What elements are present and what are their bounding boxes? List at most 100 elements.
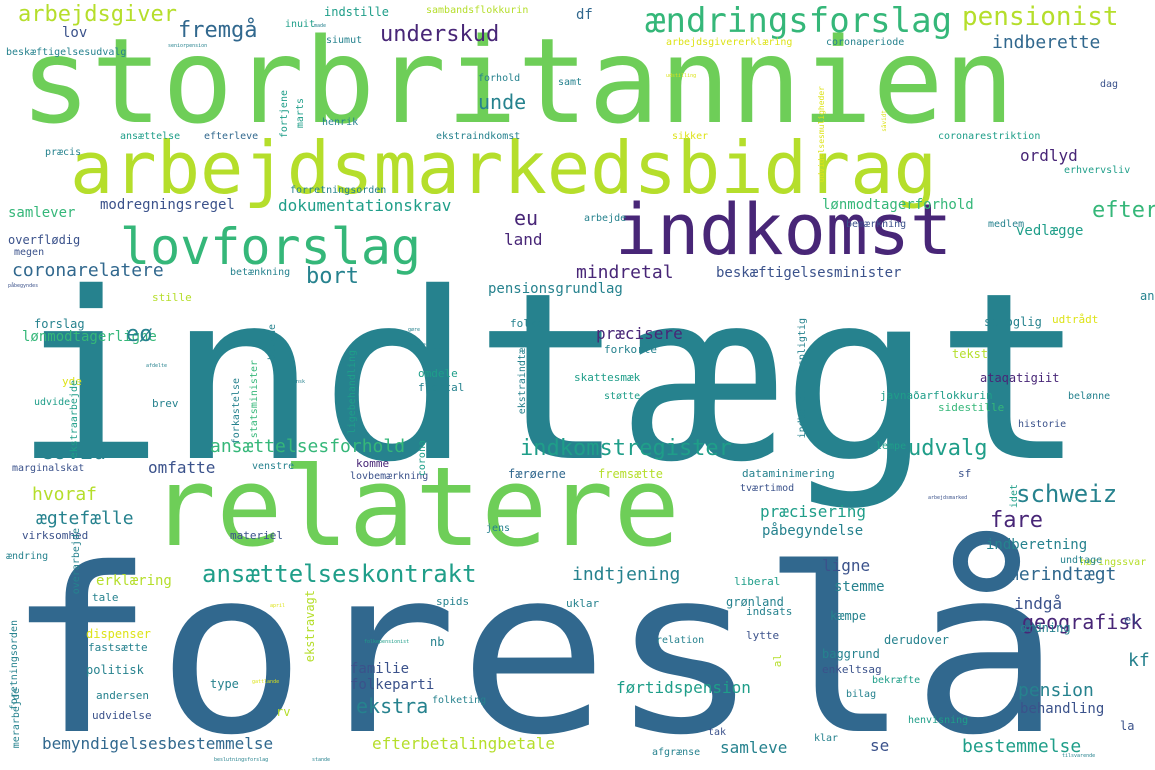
word: corona [417, 440, 428, 477]
word: fortjene [279, 90, 290, 139]
word: geografisk [1022, 610, 1143, 634]
word: ordning [1020, 621, 1071, 635]
word: høringssvar [1080, 557, 1147, 568]
word: bestemmelse [962, 736, 1082, 757]
word: indsats [746, 605, 793, 618]
word: april [270, 603, 286, 609]
word: tak [708, 727, 727, 738]
word: land [504, 230, 543, 249]
word: samleve [720, 738, 788, 757]
word: javnaðarflokkurin [880, 389, 993, 402]
word: bemærkning [846, 219, 907, 230]
word: undtage [1060, 555, 1103, 566]
word: ekstra [356, 694, 429, 718]
word: merarbejde [11, 688, 22, 749]
word: eu [514, 206, 539, 230]
word: la [1120, 719, 1135, 733]
word: materiel [230, 529, 283, 542]
word: ataqatigiit [980, 371, 1060, 385]
word: pensionist [962, 2, 1119, 32]
word: indkomst [615, 189, 953, 271]
word: betyde [267, 324, 278, 361]
word: medlem [988, 219, 1025, 230]
word: indtægt [12, 243, 1088, 513]
word: fremgå [178, 18, 258, 43]
word: yde [62, 375, 82, 388]
word: tværtimod [740, 483, 795, 494]
word: siumut [326, 35, 363, 46]
word: kæmpe [830, 609, 867, 623]
word: sambandsflokkurin [426, 5, 529, 16]
word: udstilling [666, 73, 697, 79]
word: præcis [45, 147, 82, 158]
word: lønmodtagerforhold [822, 197, 974, 213]
word: klar [814, 733, 839, 744]
word: lovbemærkning [350, 471, 429, 482]
word: forhold [478, 73, 521, 84]
word: lytte [746, 629, 780, 642]
word: virksomhed [22, 529, 89, 542]
word: indgå [1014, 594, 1063, 613]
word: rv [276, 705, 291, 719]
word: udvidelse [92, 709, 152, 722]
word: behandling [1020, 701, 1105, 717]
word: fremsætte [598, 467, 664, 481]
word: tilsvarende [1062, 753, 1096, 759]
word: flertal [418, 381, 465, 394]
word: sf [958, 467, 972, 480]
word: fastsætte [88, 641, 148, 654]
word: historie [1018, 419, 1067, 430]
word: politisk [86, 663, 144, 677]
word: folkeparti [350, 677, 435, 693]
word: folketing [432, 695, 487, 706]
word: statsminister [249, 360, 260, 439]
word: bemyndigelsesbestemmelse [42, 734, 274, 753]
word: indberetningspligtig [797, 318, 808, 439]
word: omfatte [148, 458, 216, 477]
word: afdelte [146, 363, 168, 369]
word: al [771, 654, 784, 668]
word: arbejdsmarked [928, 495, 968, 501]
word: sidestille [938, 401, 1005, 414]
word: indberette [992, 32, 1101, 53]
word: ekstraarbejde [69, 380, 80, 459]
word: underskud [380, 22, 500, 47]
word: stemme [834, 579, 885, 595]
word: ekstraindkomst [436, 131, 521, 142]
word: ansættelsesforhold [210, 436, 406, 457]
word: familie [350, 661, 410, 677]
word: efterbetalingbetale [372, 734, 556, 753]
word: tekst [952, 347, 989, 361]
word: indstille [324, 5, 390, 19]
word: udvide [34, 397, 71, 408]
word: dokumentationskrav [278, 196, 452, 215]
word: marts [295, 98, 306, 129]
word: stille [152, 291, 192, 304]
word: derudover [884, 633, 950, 647]
word: foreslå [5, 519, 1062, 770]
word: megen [14, 247, 45, 258]
word: eø [126, 322, 153, 347]
word: inuit [285, 19, 316, 30]
word: indberetning [986, 537, 1088, 553]
word: pensionsgrundlag [488, 281, 623, 297]
word: enkeltsag [822, 663, 882, 676]
word: mindretal [576, 262, 674, 283]
word: erklæring [96, 573, 172, 589]
word: samlever [8, 205, 76, 221]
word: henvisning [908, 715, 969, 726]
word: fare [990, 508, 1043, 533]
word: df [576, 7, 593, 23]
word: unde [478, 90, 527, 114]
word: covid [40, 440, 107, 465]
word: beslutningsforslag [214, 757, 269, 763]
word: betænkning [230, 267, 291, 278]
word: henrik [322, 117, 359, 128]
word: sproglig [984, 315, 1042, 329]
word: coronarelatere [12, 260, 164, 281]
word: se [870, 736, 890, 755]
word: folkepensionist [364, 639, 410, 645]
word: beskæftigelsesminister [716, 265, 902, 281]
word: komme [356, 457, 390, 470]
word: færøerne [508, 467, 566, 481]
